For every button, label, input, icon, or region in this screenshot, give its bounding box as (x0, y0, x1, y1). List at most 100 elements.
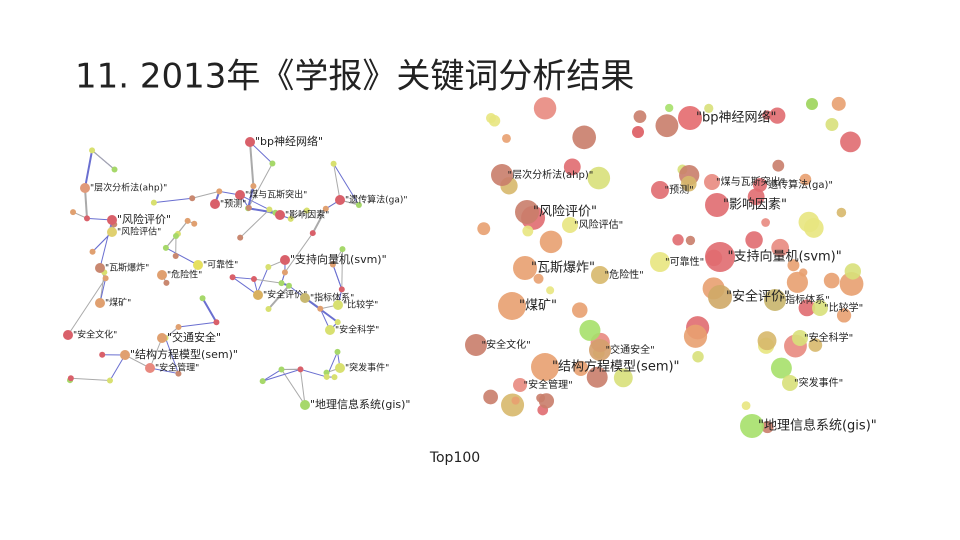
bubble (685, 235, 696, 246)
node-dot (99, 351, 106, 358)
bubble (808, 338, 823, 352)
bubble (633, 110, 647, 124)
bubble (806, 98, 818, 110)
node-dot (245, 137, 255, 147)
node-label: "风险评估" (574, 218, 623, 231)
node-dot (157, 270, 167, 280)
node-dot (210, 199, 220, 209)
node-dot (281, 269, 288, 276)
edge (332, 264, 343, 290)
node-label: "安全科学" (335, 324, 379, 336)
node-label: "瓦斯爆炸" (105, 262, 149, 274)
node-dot (172, 252, 179, 259)
edge (267, 285, 290, 310)
edge (149, 337, 163, 369)
node-label: "安全管理" (524, 378, 573, 391)
node-dot (250, 276, 257, 283)
node-label: "煤矿" (519, 299, 557, 314)
bubble (812, 300, 828, 316)
bubble (836, 207, 847, 218)
node-dot (287, 215, 294, 222)
node-label: "预测" (665, 183, 694, 196)
edge (333, 163, 360, 206)
node-dot (317, 305, 324, 312)
bubble (589, 339, 611, 361)
bubble (761, 218, 770, 227)
bubble (632, 126, 644, 138)
node-dot (229, 274, 236, 281)
node-label: "地理信息系统(gis)" (310, 397, 410, 411)
node-label: "预测" (220, 199, 246, 210)
node-label: "指标体系" (781, 293, 830, 306)
node-dot (309, 230, 316, 237)
node-dot (107, 215, 117, 225)
edge (239, 209, 270, 239)
edge (247, 163, 273, 209)
node-dot (162, 244, 169, 251)
bubble (757, 331, 777, 351)
node-dot (175, 323, 182, 330)
bubble (586, 366, 608, 388)
network-graph: "bp神经网络" "层次分析法(ahp)" "煤与瓦斯突出""预测" "遗传算法(ga… (63, 134, 410, 411)
node-label: "支持向量机(svm)" (290, 252, 387, 266)
node-dot (250, 183, 257, 190)
node-dot (157, 333, 167, 343)
bubble (587, 166, 611, 190)
bubble (573, 360, 589, 376)
node-label: "影响因素" (285, 209, 329, 221)
bubble (792, 330, 808, 346)
node-dot (297, 366, 304, 373)
node-dot (331, 374, 338, 381)
node-dot (334, 319, 341, 326)
edge (299, 369, 306, 406)
node-label: "影响因素" (723, 197, 787, 213)
edge (99, 219, 113, 269)
node-dot (266, 206, 273, 213)
node-dot (269, 160, 276, 167)
node-dot (70, 209, 77, 216)
bubble (705, 193, 729, 217)
bubble (680, 175, 697, 192)
edge (249, 141, 273, 164)
bubble (678, 106, 702, 130)
bubble (770, 357, 792, 379)
node-label: "安全科学" (804, 331, 853, 344)
edge (284, 232, 314, 273)
node-dot (285, 282, 292, 289)
edge (70, 377, 110, 381)
bubble (764, 289, 786, 311)
node-label: "安全评价" (263, 289, 307, 301)
edge (165, 247, 199, 266)
bubble (803, 218, 824, 238)
bubble (665, 103, 674, 113)
node-dot (95, 263, 105, 273)
node-label: "遗传算法(ga)" (764, 178, 833, 191)
node-label: "煤与瓦斯突出" (245, 189, 307, 201)
bubble (465, 334, 487, 356)
bubble (836, 308, 852, 323)
node-dot (334, 348, 341, 355)
node-dot (189, 195, 196, 202)
node-dot (322, 205, 329, 212)
bubble (761, 421, 774, 434)
bubble (741, 401, 751, 411)
bubble (539, 230, 563, 254)
node-dot (278, 280, 285, 287)
node-label: "安全评价" (726, 289, 790, 305)
bubble (823, 272, 840, 289)
bubble (825, 118, 839, 131)
bubble (740, 414, 764, 438)
bubble (613, 368, 633, 388)
edge (232, 276, 257, 295)
node-label: "危险性" (167, 269, 202, 281)
node-dot (275, 210, 285, 220)
node-label: "瓦斯爆炸" (531, 261, 595, 276)
edge (332, 248, 343, 265)
node-label: "风险评价" (117, 212, 171, 226)
node-label: "安全文化" (482, 338, 531, 351)
edge (84, 187, 88, 219)
node-label: "交通安全" (167, 330, 221, 344)
bubble (502, 133, 511, 143)
node-label: "安全文化" (73, 329, 117, 341)
